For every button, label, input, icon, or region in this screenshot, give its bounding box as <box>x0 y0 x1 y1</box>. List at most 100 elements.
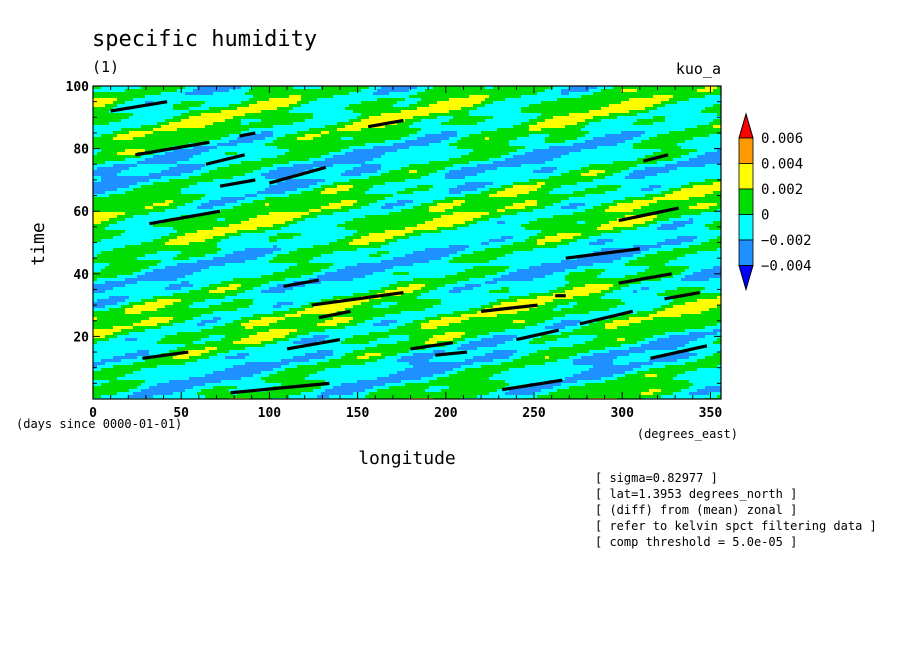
field-cell <box>501 131 505 134</box>
field-cell <box>689 104 693 107</box>
field-cell <box>553 173 557 176</box>
field-cell <box>185 152 189 155</box>
field-cell <box>177 170 181 173</box>
field-cell <box>109 134 113 137</box>
field-cell <box>493 113 497 116</box>
field-cell <box>701 161 705 164</box>
field-cell <box>185 179 189 182</box>
field-cell <box>437 173 441 176</box>
field-cell <box>673 101 677 104</box>
field-cell <box>561 104 565 107</box>
field-cell <box>537 92 541 95</box>
field-cell <box>385 113 389 116</box>
field-cell <box>621 101 625 104</box>
field-cell <box>277 110 281 113</box>
field-cell <box>649 146 653 149</box>
field-cell <box>233 149 237 152</box>
field-cell <box>621 95 625 98</box>
field-cell <box>109 101 113 104</box>
field-cell <box>301 161 305 164</box>
field-cell <box>361 125 365 128</box>
field-cell <box>597 125 601 128</box>
field-cell <box>665 92 669 95</box>
field-cell <box>449 116 453 119</box>
field-cell <box>361 179 365 182</box>
field-cell <box>501 89 505 92</box>
field-cell <box>225 173 229 176</box>
field-cell <box>661 164 665 167</box>
field-cell <box>273 134 277 137</box>
field-cell <box>333 113 337 116</box>
field-cell <box>633 167 637 170</box>
field-cell <box>601 158 605 161</box>
field-cell <box>585 167 589 170</box>
field-cell <box>653 164 657 167</box>
field-cell <box>557 155 561 158</box>
field-cell <box>421 122 425 125</box>
field-cell <box>197 158 201 161</box>
field-cell <box>337 89 341 92</box>
field-cell <box>141 113 145 116</box>
field-cell <box>565 119 569 122</box>
field-cell <box>493 170 497 173</box>
field-cell <box>661 89 665 92</box>
field-cell <box>481 101 485 104</box>
field-cell <box>121 176 125 179</box>
field-cell <box>213 101 217 104</box>
field-cell <box>549 170 553 173</box>
field-cell <box>257 134 261 137</box>
field-cell <box>441 164 445 167</box>
field-cell <box>709 110 713 113</box>
field-cell <box>245 170 249 173</box>
field-cell <box>665 89 669 92</box>
field-cell <box>213 146 217 149</box>
field-cell <box>221 149 225 152</box>
field-cell <box>537 95 541 98</box>
field-cell <box>625 125 629 128</box>
field-cell <box>713 131 717 134</box>
field-cell <box>149 107 153 110</box>
field-cell <box>189 131 193 134</box>
field-cell <box>257 140 261 143</box>
field-cell <box>505 167 509 170</box>
field-cell <box>213 95 217 98</box>
field-cell <box>429 143 433 146</box>
field-cell <box>685 101 689 104</box>
field-cell <box>685 104 689 107</box>
field-cell <box>345 134 349 137</box>
field-cell <box>117 113 121 116</box>
field-cell <box>105 176 109 179</box>
field-cell <box>693 155 697 158</box>
field-cell <box>493 137 497 140</box>
field-cell <box>121 104 125 107</box>
field-cell <box>141 161 145 164</box>
field-cell <box>369 113 373 116</box>
field-cell <box>493 158 497 161</box>
field-cell <box>453 95 457 98</box>
field-cell <box>117 125 121 128</box>
field-cell <box>169 122 173 125</box>
field-cell <box>469 134 473 137</box>
field-cell <box>681 122 685 125</box>
field-cell <box>301 122 305 125</box>
field-cell <box>713 113 717 116</box>
field-cell <box>233 131 237 134</box>
field-cell <box>565 179 569 182</box>
field-cell <box>557 161 561 164</box>
field-cell <box>353 152 357 155</box>
field-cell <box>233 107 237 110</box>
field-cell <box>445 167 449 170</box>
field-cell <box>541 146 545 149</box>
field-cell <box>705 140 709 143</box>
field-cell <box>385 89 389 92</box>
field-cell <box>401 95 405 98</box>
field-cell <box>385 104 389 107</box>
field-cell <box>197 113 201 116</box>
field-cell <box>677 134 681 137</box>
field-cell <box>193 104 197 107</box>
field-cell <box>461 104 465 107</box>
field-cell <box>137 164 141 167</box>
field-cell <box>421 155 425 158</box>
field-cell <box>313 110 317 113</box>
field-cell <box>305 95 309 98</box>
